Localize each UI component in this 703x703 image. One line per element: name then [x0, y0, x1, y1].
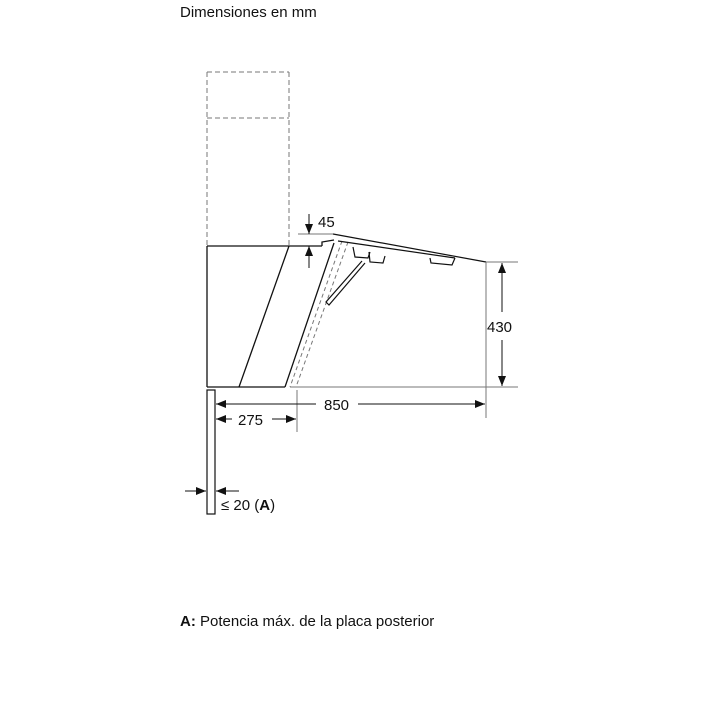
back-panel: [206, 389, 216, 515]
dimension-850-label: 850: [324, 397, 349, 414]
dimension-275-label: 275: [238, 412, 263, 429]
footnote: A: Potencia máx. de la placa posterior: [180, 613, 434, 630]
dimension-45-label: 45: [318, 214, 335, 231]
footnote-key: A:: [180, 613, 196, 630]
chimney-outline: [206, 71, 290, 246]
hood-body: [206, 239, 335, 388]
dimension-45: [298, 214, 333, 268]
dimension-430: [290, 261, 518, 418]
dimension-430-label: 430: [487, 319, 512, 336]
diagram-title: Dimensiones en mm: [180, 4, 317, 21]
dimension-back-panel-label: ≤ 20 (A): [221, 497, 275, 514]
dimension-850: [216, 390, 485, 432]
footnote-text: Potencia máx. de la placa posterior: [195, 613, 435, 630]
glass-panel: [325, 233, 487, 306]
hood-open-position: [289, 240, 349, 388]
